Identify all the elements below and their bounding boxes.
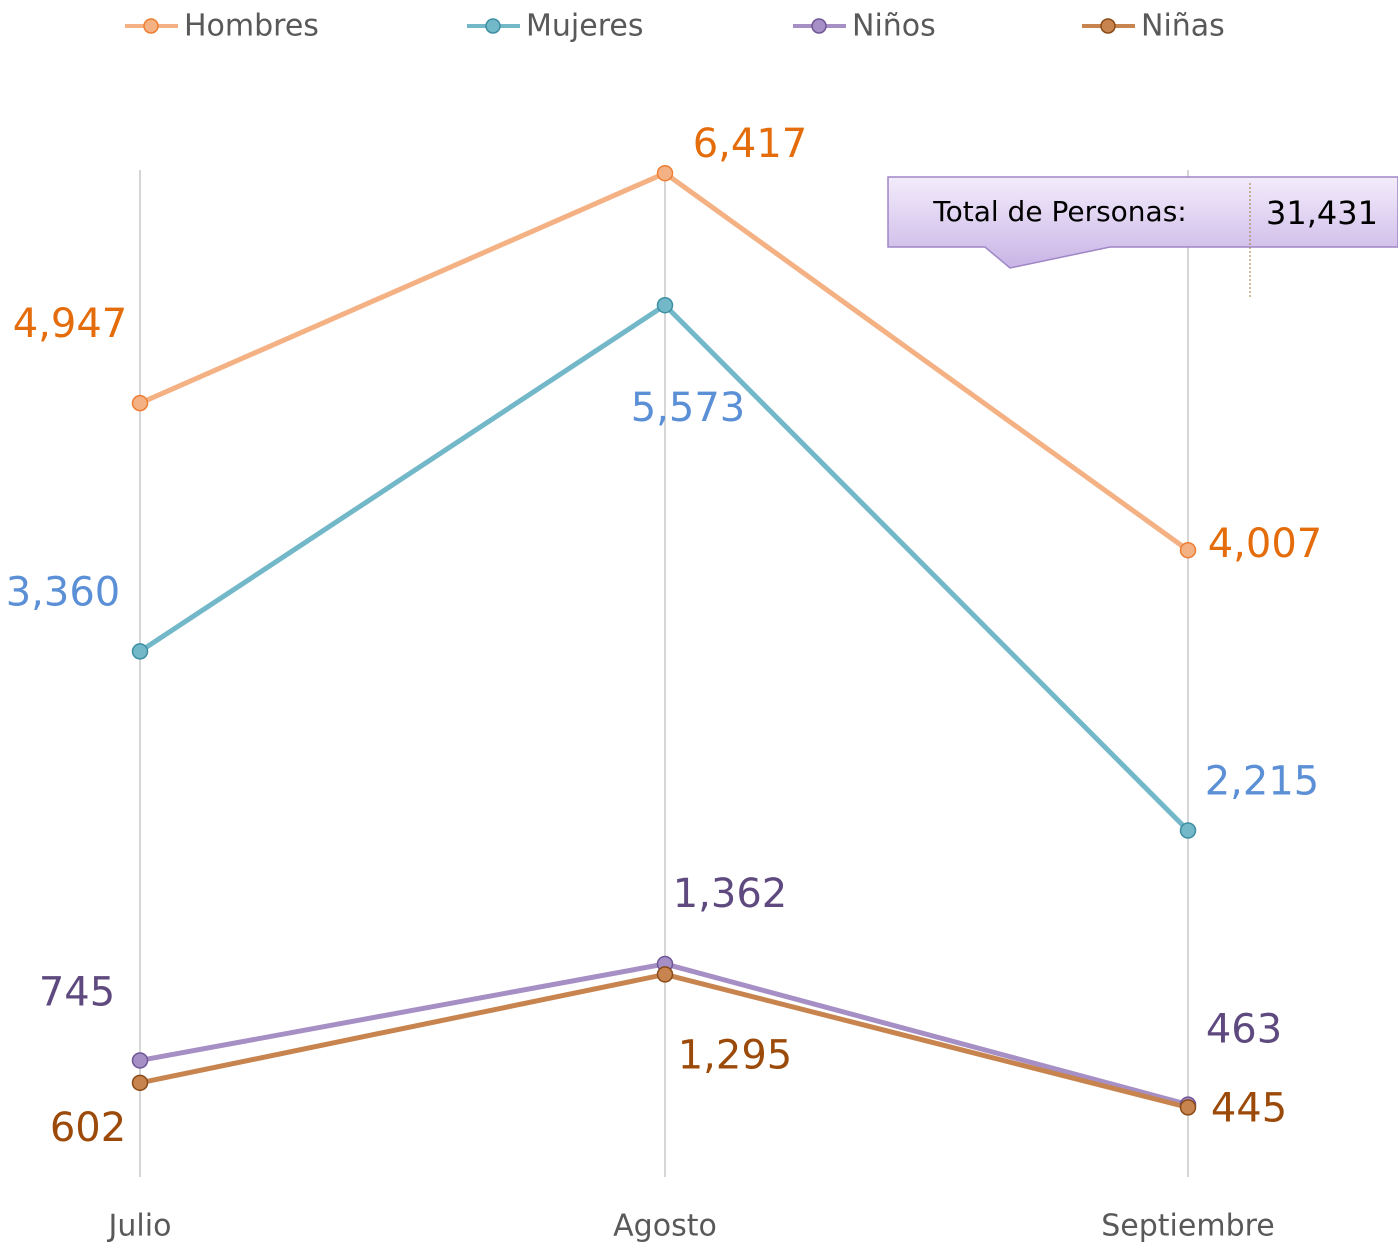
data-point <box>1179 541 1197 559</box>
data-label: 1,362 <box>673 871 788 917</box>
series-line <box>138 302 1190 833</box>
data-label: 6,417 <box>693 121 808 167</box>
data-point <box>131 1074 149 1092</box>
data-point <box>1179 822 1197 839</box>
data-label: 4,007 <box>1208 521 1323 567</box>
data-label: 1,295 <box>678 1032 793 1078</box>
legend-marker <box>811 18 827 34</box>
data-label: 3,360 <box>6 569 121 615</box>
data-label: 5,573 <box>631 385 746 431</box>
callout: Total de Personas: 31,431 <box>887 176 1398 298</box>
data-label: 463 <box>1206 1007 1282 1053</box>
legend-label: Hombres <box>184 9 319 44</box>
data-label: 745 <box>39 969 115 1015</box>
callout-box <box>887 176 1398 269</box>
legend-marker <box>143 18 159 34</box>
series-line <box>139 961 1189 1107</box>
data-point <box>656 966 674 983</box>
plot: Julio Agosto Septiembre Hombres Mujeres Niños… <box>6 9 1323 1244</box>
legend-label: Mujeres <box>526 9 643 44</box>
data-point <box>1179 1099 1197 1116</box>
callout-label: Total de Personas: <box>932 195 1186 228</box>
data-point <box>656 296 674 314</box>
data-label: 2,215 <box>1205 759 1320 805</box>
x-tick-label: Agosto <box>613 1209 717 1244</box>
legend-label: Niños <box>852 9 936 44</box>
series-line <box>139 971 1189 1110</box>
data-point <box>131 1052 149 1069</box>
data-point <box>131 643 149 660</box>
data-label: 4,947 <box>13 301 128 347</box>
legend-marker <box>1100 18 1116 34</box>
x-tick-label: Julio <box>107 1209 172 1244</box>
data-label: 445 <box>1211 1085 1287 1131</box>
x-tick-label: Septiembre <box>1101 1209 1275 1244</box>
data-label: 602 <box>50 1105 126 1151</box>
data-point <box>131 394 149 412</box>
callout-value: 31,431 <box>1266 194 1378 232</box>
legend-label: Niñas <box>1141 9 1225 44</box>
data-point <box>656 164 674 182</box>
legend-marker <box>485 18 501 34</box>
